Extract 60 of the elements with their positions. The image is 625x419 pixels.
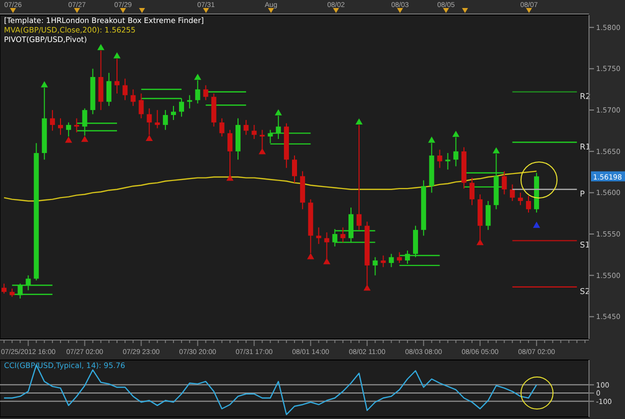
candlestick [138, 93, 144, 119]
candlestick [130, 88, 136, 106]
candlestick [340, 226, 346, 243]
candlestick [203, 84, 208, 101]
candlestick [486, 200, 491, 230]
point [307, 253, 314, 260]
candlestick [380, 255, 386, 268]
candlestick [122, 78, 128, 101]
candlestick [316, 226, 322, 244]
candlestick [219, 118, 224, 137]
point [452, 130, 460, 137]
point [40, 81, 48, 88]
candlestick [114, 58, 120, 94]
candlestick [396, 252, 402, 264]
candlestick [50, 110, 55, 132]
point [274, 109, 282, 116]
candlestick [510, 184, 515, 202]
candlestick [58, 118, 64, 136]
candlestick [106, 72, 112, 106]
point [113, 52, 121, 58]
candlestick [332, 228, 338, 247]
candlestick [2, 283, 7, 294]
candlestick [74, 118, 80, 133]
point [532, 222, 540, 228]
point [355, 118, 363, 125]
candlestick [526, 196, 531, 214]
point [194, 74, 202, 80]
ref-line-label: R1 [580, 142, 591, 152]
point [226, 174, 234, 181]
candlestick [252, 124, 257, 140]
ref-line-label: S1 [580, 240, 590, 250]
candlestick [162, 110, 168, 130]
candlestick [437, 149, 442, 168]
candlestick [170, 105, 176, 120]
point [364, 284, 371, 291]
point [97, 44, 104, 50]
candlestick [413, 225, 418, 258]
point [258, 148, 266, 154]
candlestick [154, 110, 160, 129]
candlestick [502, 170, 507, 195]
candlestick [268, 129, 273, 144]
candlestick [518, 192, 523, 206]
ref-line-label: P [580, 189, 585, 198]
point [81, 136, 88, 142]
candlestick [372, 256, 378, 276]
point [146, 134, 153, 142]
candlestick [66, 122, 72, 137]
point [323, 258, 330, 264]
candlestick [348, 207, 354, 243]
candlestick [470, 177, 475, 206]
candlestick [404, 250, 410, 264]
candlestick [445, 152, 450, 170]
point [476, 239, 484, 246]
point [65, 136, 72, 143]
candlestick [187, 94, 192, 109]
point [428, 136, 436, 143]
candlestick [388, 253, 394, 268]
candlestick [292, 155, 297, 184]
candlestick [244, 119, 249, 136]
point [492, 147, 500, 154]
